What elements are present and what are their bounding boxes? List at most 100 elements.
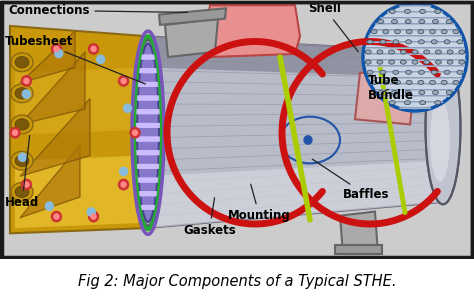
Circle shape (140, 151, 143, 155)
Circle shape (139, 110, 142, 114)
Circle shape (138, 83, 142, 86)
Ellipse shape (429, 30, 436, 34)
Circle shape (152, 123, 155, 127)
Circle shape (137, 151, 141, 155)
Circle shape (155, 123, 159, 127)
Ellipse shape (137, 44, 159, 222)
Ellipse shape (441, 30, 447, 34)
Circle shape (136, 96, 140, 100)
Ellipse shape (426, 51, 461, 204)
Ellipse shape (457, 70, 463, 74)
Circle shape (155, 151, 158, 155)
Circle shape (149, 123, 153, 127)
Ellipse shape (431, 70, 437, 74)
Circle shape (147, 110, 151, 114)
Ellipse shape (378, 91, 384, 94)
Circle shape (142, 83, 146, 86)
Circle shape (138, 164, 142, 168)
Circle shape (146, 206, 149, 209)
Circle shape (153, 69, 156, 73)
Circle shape (148, 137, 152, 141)
Ellipse shape (393, 70, 399, 74)
Ellipse shape (392, 91, 398, 94)
Circle shape (144, 192, 147, 195)
Circle shape (149, 137, 153, 141)
Circle shape (145, 55, 149, 59)
Ellipse shape (392, 19, 398, 24)
Circle shape (151, 55, 155, 59)
Ellipse shape (435, 101, 441, 105)
Circle shape (157, 151, 161, 155)
Ellipse shape (453, 80, 459, 84)
Circle shape (155, 164, 159, 168)
Circle shape (154, 151, 157, 155)
Circle shape (148, 69, 152, 73)
Ellipse shape (394, 80, 401, 84)
Circle shape (124, 104, 132, 112)
Ellipse shape (11, 84, 33, 103)
Circle shape (156, 164, 160, 168)
Circle shape (141, 192, 145, 195)
Circle shape (152, 178, 156, 182)
Circle shape (139, 178, 143, 182)
Circle shape (144, 69, 147, 73)
Circle shape (149, 164, 153, 168)
Circle shape (89, 211, 99, 222)
Circle shape (144, 151, 148, 155)
Circle shape (147, 55, 151, 59)
Circle shape (150, 55, 153, 59)
Circle shape (141, 164, 145, 168)
Circle shape (140, 123, 143, 127)
Text: Shell: Shell (308, 2, 358, 52)
Circle shape (140, 110, 144, 114)
Circle shape (137, 178, 140, 182)
Circle shape (138, 96, 142, 100)
Ellipse shape (15, 186, 29, 198)
Ellipse shape (453, 30, 459, 34)
Circle shape (156, 151, 159, 155)
Circle shape (146, 110, 150, 114)
Circle shape (154, 164, 158, 168)
Circle shape (152, 151, 155, 155)
Circle shape (140, 55, 144, 59)
Ellipse shape (431, 40, 437, 44)
Circle shape (144, 137, 147, 141)
Circle shape (142, 206, 146, 209)
Circle shape (139, 96, 143, 100)
Circle shape (142, 151, 146, 155)
Circle shape (118, 76, 128, 86)
Circle shape (151, 178, 155, 182)
Circle shape (137, 123, 140, 127)
Circle shape (137, 137, 140, 141)
Circle shape (149, 192, 153, 195)
Ellipse shape (459, 50, 465, 54)
Circle shape (143, 151, 146, 155)
Circle shape (150, 83, 154, 86)
Circle shape (146, 69, 150, 73)
Circle shape (145, 206, 148, 209)
Circle shape (141, 178, 145, 182)
Circle shape (146, 96, 149, 100)
Circle shape (135, 123, 139, 127)
Circle shape (148, 96, 151, 100)
Ellipse shape (406, 40, 411, 44)
Circle shape (144, 96, 147, 100)
Ellipse shape (441, 80, 447, 84)
Circle shape (149, 110, 153, 114)
Circle shape (21, 179, 31, 190)
Circle shape (155, 110, 158, 114)
Ellipse shape (430, 99, 450, 181)
Ellipse shape (367, 70, 373, 74)
Circle shape (146, 83, 149, 86)
Circle shape (138, 69, 142, 73)
Circle shape (151, 164, 155, 168)
Ellipse shape (378, 19, 384, 24)
Ellipse shape (435, 9, 441, 13)
Polygon shape (145, 36, 440, 228)
Circle shape (152, 192, 155, 195)
Circle shape (24, 182, 29, 187)
Ellipse shape (365, 60, 371, 64)
Circle shape (52, 44, 62, 54)
Circle shape (146, 178, 149, 182)
Ellipse shape (393, 40, 399, 44)
